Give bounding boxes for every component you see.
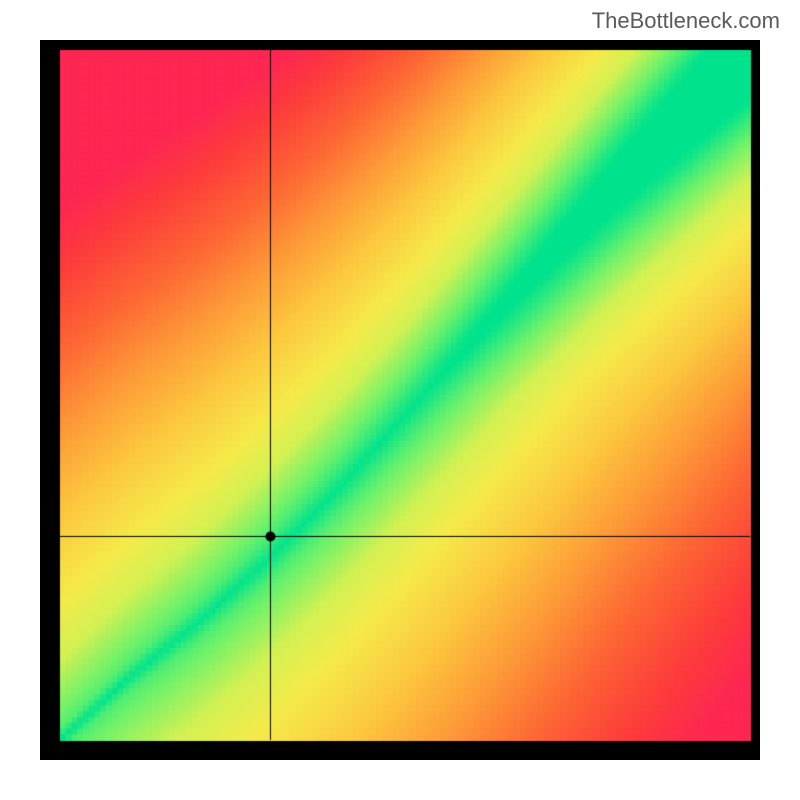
heatmap-canvas bbox=[40, 40, 760, 760]
chart-container: TheBottleneck.com bbox=[0, 0, 800, 800]
heatmap-plot bbox=[40, 40, 760, 760]
watermark-text: TheBottleneck.com bbox=[592, 8, 780, 34]
